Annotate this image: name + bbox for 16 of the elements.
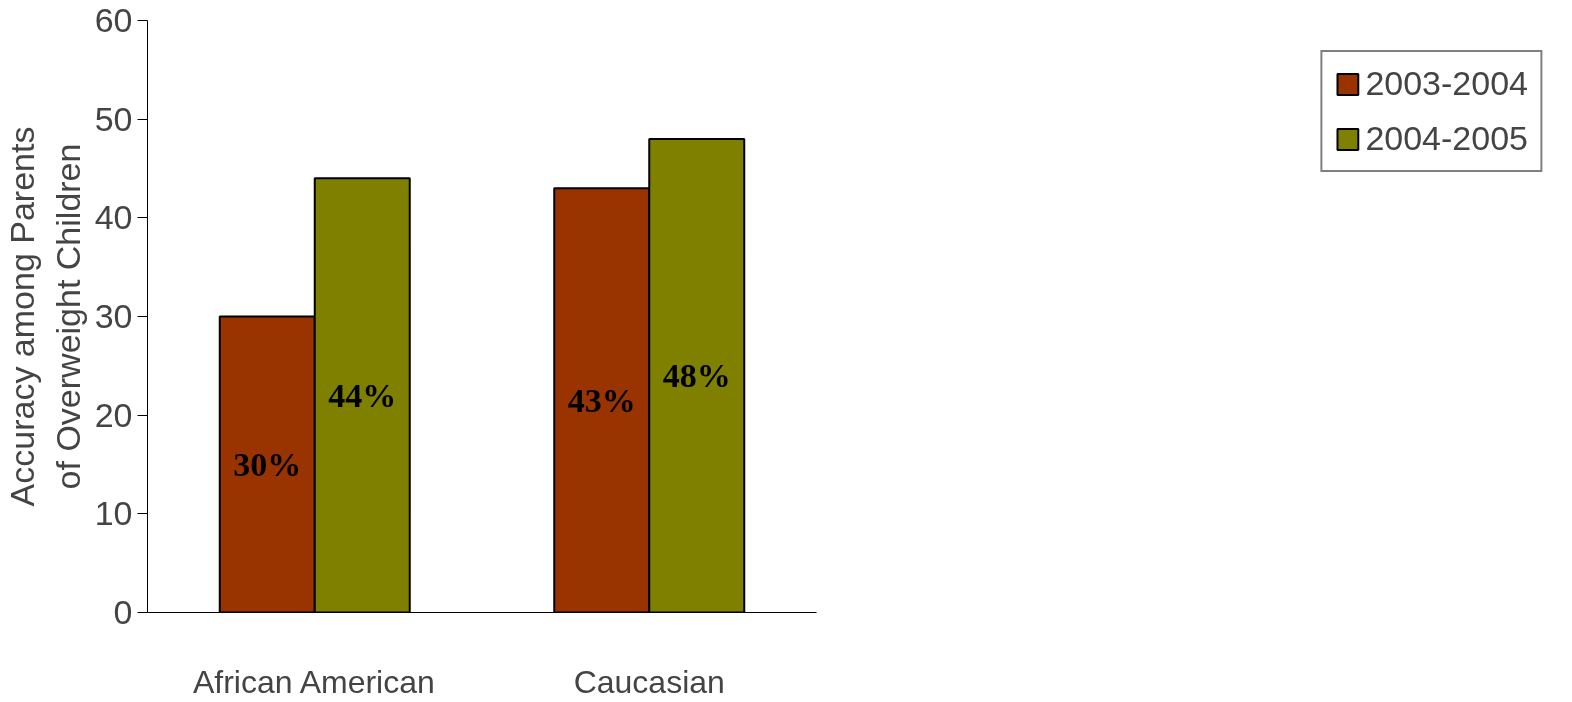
x-tick-label: Caucasian [573,663,725,700]
x-tick-label: African American [192,663,435,700]
y-axis-title: Accuracy among Parents of Overweight Children [3,126,87,507]
legend-label: 2003-2004 [1365,64,1528,103]
y-tick-label: 30 [94,297,133,335]
data-label: 44% [328,376,397,414]
y-tick-label: 20 [94,395,133,434]
data-label: 43% [567,381,636,419]
y-tick-label: 10 [94,494,133,533]
data-label: 30% [233,446,302,483]
data-label: 48% [662,357,731,395]
y-tick-label: 40 [94,198,133,237]
y-tick-label: 50 [94,99,133,138]
y-tick-label: 0 [113,593,133,631]
y-tick-label: 60 [94,1,133,39]
legend-label: 2004-2005 [1365,119,1528,158]
